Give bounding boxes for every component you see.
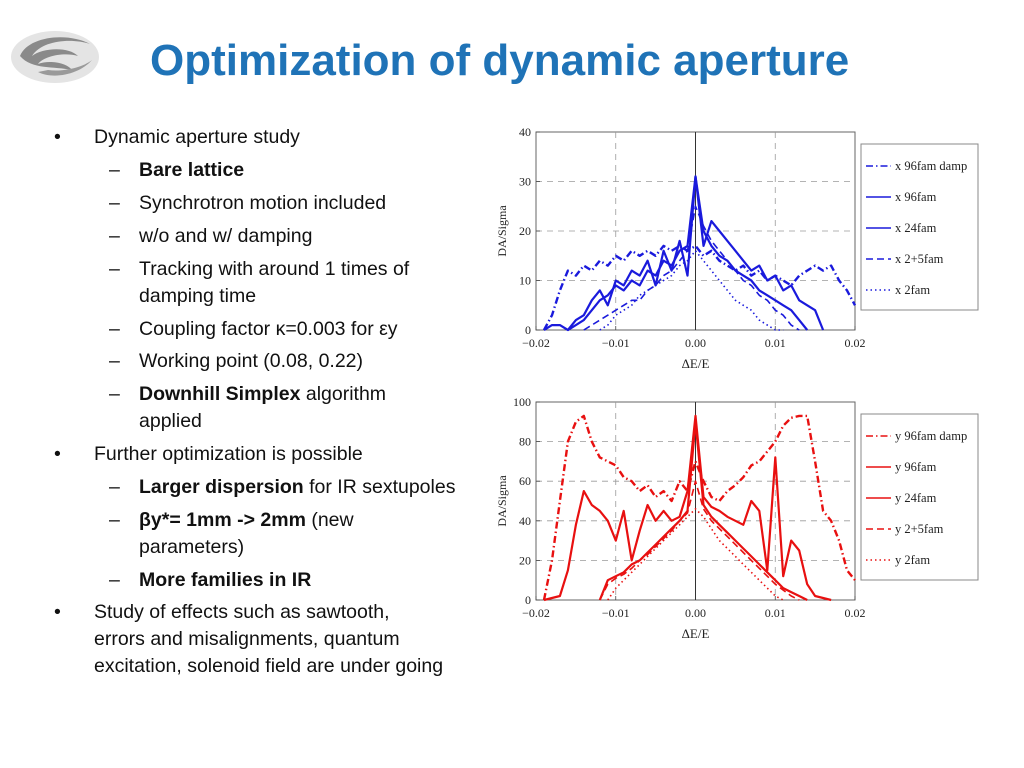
y-tick-label: 40 — [519, 514, 531, 528]
x-axis-label: ΔE/E — [682, 626, 710, 641]
series-line — [583, 205, 800, 331]
legend-label: y 96fam damp — [895, 429, 967, 443]
dash-icon: – — [109, 350, 120, 372]
y-tick-label: 60 — [519, 474, 531, 488]
dash-icon: – — [109, 318, 120, 340]
series-line — [542, 244, 857, 331]
sub-bullet-item: – Downhill Simplex algorithm applied — [109, 383, 387, 432]
slide-title: Optimization of dynamic aperture — [150, 36, 850, 85]
sub-bullet-item: – More families in IR — [109, 567, 469, 594]
y-tick-label: 100 — [513, 395, 531, 409]
sub-bullet-item: – βy*= 1mm -> 2mm (new parameters) — [109, 509, 354, 558]
y-tick-label: 0 — [525, 323, 531, 337]
series-line — [607, 508, 784, 601]
sub-bullet-item: – Coupling factor κ=0.003 for εy — [109, 316, 469, 343]
bullet-item: • Dynamic aperture study — [54, 124, 464, 151]
y-tick-label: 20 — [519, 224, 531, 238]
legend-label: x 24fam — [895, 221, 937, 235]
y-tick-label: 40 — [519, 125, 531, 139]
legend-box — [860, 413, 979, 581]
series-line — [599, 480, 800, 601]
dash-icon: – — [109, 258, 120, 280]
x-tick-label: −0.02 — [522, 606, 550, 620]
x-tick-label: 0.02 — [845, 336, 866, 350]
x-tick-label: 0.00 — [685, 606, 706, 620]
x-tick-label: 0.02 — [845, 606, 866, 620]
institute-logo-icon — [11, 31, 99, 83]
series-line — [567, 175, 809, 331]
legend-label: y 2fam — [895, 553, 930, 567]
legend-label: y 96fam — [895, 460, 937, 474]
dash-icon: – — [109, 383, 120, 405]
y-tick-label: 0 — [525, 593, 531, 607]
y-tick-label: 10 — [519, 274, 531, 288]
sub-bullet-item: – Larger dispersion for IR sextupoles — [109, 474, 469, 501]
y-tick-label: 20 — [519, 553, 531, 567]
sub-bullet-item: – Working point (0.08, 0.22) — [109, 348, 469, 375]
series-line — [543, 414, 832, 602]
bullet-dot-icon: • — [54, 126, 61, 148]
y-tick-label: 80 — [519, 435, 531, 449]
y-axis-label: DA/Sigma — [495, 475, 509, 527]
legend-label: x 2+5fam — [895, 252, 944, 266]
bullet-dot-icon: • — [54, 443, 61, 465]
dash-icon: – — [109, 225, 120, 247]
sub-bullet-item: – w/o and w/ damping — [109, 223, 469, 250]
x-tick-label: −0.02 — [522, 336, 550, 350]
x-tick-label: 0.00 — [685, 336, 706, 350]
series-line — [598, 420, 808, 601]
dash-icon: – — [109, 159, 120, 181]
x-tick-label: −0.01 — [602, 606, 630, 620]
x-tick-label: 0.01 — [765, 606, 786, 620]
legend-label: x 2fam — [895, 283, 930, 297]
bullet-item: • Study of effects such as sawtooth, erro… — [54, 601, 444, 677]
legend-label: x 96fam damp — [895, 159, 967, 173]
bullet-item: • Further optimization is possible — [54, 441, 464, 468]
x-tick-label: −0.01 — [602, 336, 630, 350]
series-line — [543, 175, 825, 332]
dash-icon: – — [109, 192, 120, 214]
bullet-dot-icon: • — [54, 601, 61, 623]
legend-label: y 24fam — [895, 491, 937, 505]
chart-horizontal-da: −0.02 −0.01 0.00 0.01 0.02 0 10 20 30 40 ΔE/E DA/Si… — [495, 125, 979, 371]
x-axis-label: ΔE/E — [682, 356, 710, 371]
legend-box — [860, 143, 979, 311]
sub-bullet-item: – Synchrotron motion included — [109, 190, 469, 217]
dash-icon: – — [109, 569, 120, 591]
y-tick-label: 30 — [519, 175, 531, 189]
dash-icon: – — [109, 476, 120, 498]
y-axis-label: DA/Sigma — [495, 205, 509, 257]
sub-bullet-item: – Tracking with around 1 times of damping… — [109, 258, 410, 307]
dash-icon: – — [109, 509, 120, 531]
chart-vertical-da: −0.02 −0.01 0.00 0.01 0.02 0 20 40 60 80 100 ΔE/E DA… — [495, 395, 979, 641]
sub-bullet-item: – Bare lattice — [109, 157, 469, 184]
x-tick-label: 0.01 — [765, 336, 786, 350]
legend-label: y 2+5fam — [895, 522, 944, 536]
legend-label: x 96fam — [895, 190, 937, 204]
